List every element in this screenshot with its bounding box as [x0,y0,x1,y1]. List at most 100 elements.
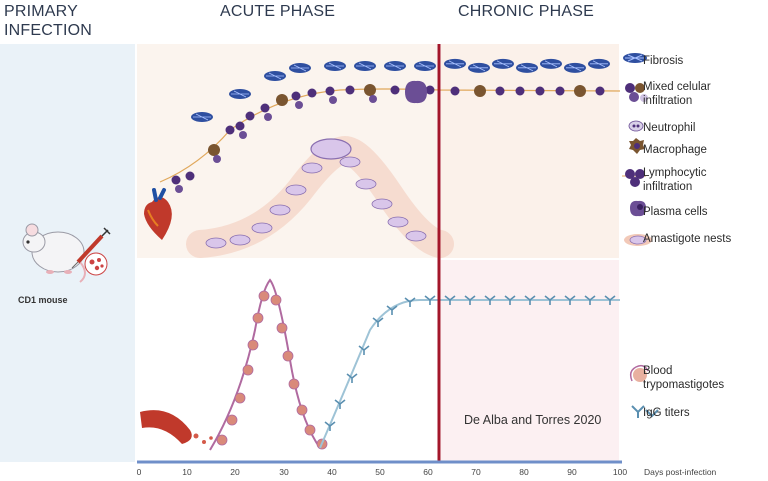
macrophage-icon [629,138,645,154]
fibrosis-mark [564,62,586,73]
fibrosis-mark [492,58,514,69]
trypomastigote-icon [629,364,649,382]
trypomastigote [226,414,238,426]
infiltrate-cell [390,85,400,95]
fibrosis-mark [588,58,610,69]
igg-antibody [386,305,398,315]
amastigote-nest [229,234,251,246]
infiltrate-cell [260,103,270,113]
primary-infection-heading: PRIMARY INFECTION [4,3,93,39]
infiltrate-cell [225,125,235,135]
trypomastigote [276,322,288,334]
fibrosis-mark [414,61,436,71]
fibrosis-icon [623,53,647,63]
fibrosis-band-acute [191,61,436,122]
legend-label-neutrophil: Neutrophil [643,122,696,134]
amastigote-nest-icon [624,234,652,246]
igg-antibody [324,421,336,431]
legend-label-mixed-infiltration: Mixed celular infiltration [643,81,711,107]
fibrosis-mark [444,58,466,69]
legend-label-lymphocytic: Lymphocytic infiltration [643,167,707,193]
lymphocyte-icon [622,169,646,187]
amastigote-nest [285,184,307,196]
axis-tick-label: 20 [230,467,240,477]
infiltrate-cell [495,86,505,96]
fibrosis-mark [540,58,562,69]
fibrosis-mark [384,61,406,71]
infiltrate-cell [239,131,247,139]
fibrosis-mark [289,63,311,73]
igg-titer-curve [319,299,620,449]
infiltrate-cell [595,86,605,96]
cd1-mouse-label: CD1 mouse [18,295,68,305]
amastigote-nest [355,178,377,190]
igg-antibody [334,399,346,409]
trypomastigote [270,294,282,306]
trypomastigote [258,290,270,302]
axis-title: Days post-infection [644,467,717,477]
infiltrate-cell [291,91,301,101]
legend-label-igg: IgG titers [643,407,690,419]
igg-antibody [372,317,384,327]
axis-tick-label: 70 [471,467,481,477]
legend-label-macrophage: Macrophage [643,144,707,156]
neutrophil-icon [628,120,644,132]
infiltrate-cell [175,185,183,193]
infiltrate-cell [295,101,303,109]
trypomastigote-curve [209,278,321,451]
fibrosis-mark [229,89,251,99]
mixed-infiltration-icon [625,83,648,102]
amastigote-nests [205,156,427,249]
axis-tick-label: 60 [423,467,433,477]
amastigote-nest [205,237,227,249]
infiltrate-cell [276,94,288,106]
blood-vessel-icon [140,410,213,444]
igg-antibody [346,373,358,383]
trypomastigote [296,404,308,416]
fibrosis-mark [324,61,346,71]
infiltrate-cell [425,85,435,95]
fibrosis-mark [264,71,286,81]
heart-icon [144,188,172,240]
trypomastigote [242,364,254,376]
igg-antibody [404,297,416,307]
infiltrate-cell [185,171,195,181]
axis-tick-label: 100 [612,467,628,477]
plasma-cell [405,80,427,104]
chronic-tissue-panel [441,44,619,258]
infiltrate-cell [474,85,486,97]
axis-tick-label: 80 [519,467,529,477]
mixed-infiltration-cells [171,80,605,193]
infiltrate-cell [555,86,565,96]
amastigote-nest [251,222,273,234]
igg-icon [631,405,659,418]
axis-tick-label: 50 [375,467,385,477]
igg-antibody [584,295,596,305]
chronic-phase-heading: CHRONIC PHASE [458,3,594,20]
fibrosis-mark [516,62,538,73]
mouse-icon [22,223,86,283]
amastigote-nest [405,230,427,242]
igg-antibody [564,295,576,305]
igg-antibody [484,295,496,305]
igg-antibodies [324,295,616,431]
legend-label-amastigote-nests: Amastigote nests [643,233,732,245]
trypomastigote [234,392,246,404]
acute-phase-heading: ACUTE PHASE [220,3,336,20]
amastigote-nest-peak [310,138,352,160]
infiltrate-cell [264,113,272,121]
trypomastigote [216,434,228,446]
igg-antibody [524,295,536,305]
infiltrate-cell [213,155,221,163]
axis-tick-label: 90 [567,467,577,477]
infiltrate-cell [515,86,525,96]
fibrosis-mark [468,62,490,73]
infiltrate-cell [329,96,337,104]
legend-label-plasma-cells: Plasma cells [643,206,708,218]
amastigote-nest [371,198,393,210]
amastigote-nest [269,204,291,216]
infiltrate-cell [245,111,255,121]
trypomastigote [247,339,259,351]
syringe-icon [71,227,111,269]
